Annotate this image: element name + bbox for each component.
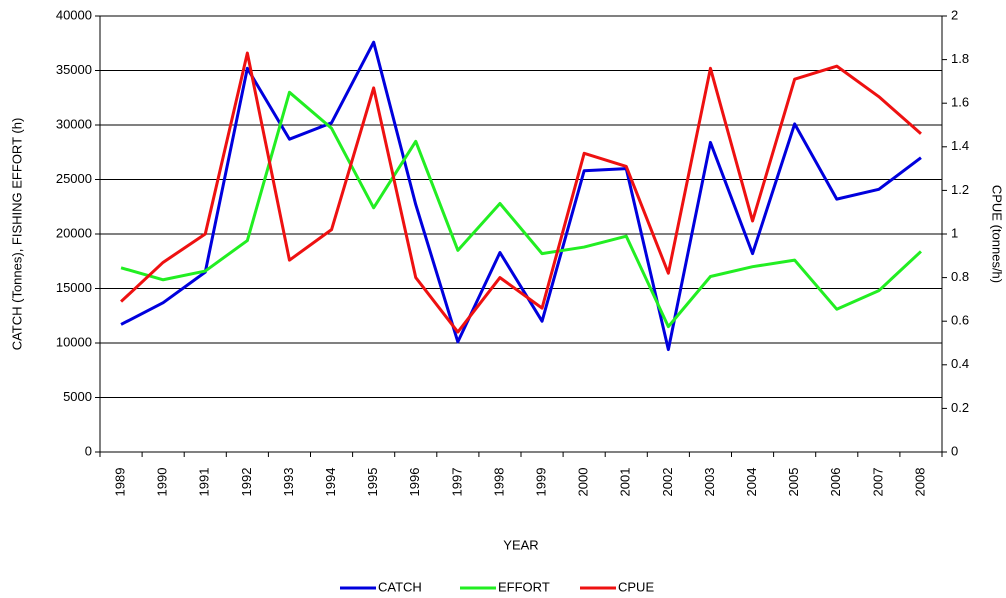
y2-tick-label: 0.6	[951, 313, 969, 328]
x-tick-label: 2001	[618, 468, 633, 497]
y-tick-label: 15000	[56, 280, 92, 295]
x-tick-label: 2000	[576, 468, 591, 497]
y2-tick-label: 0.2	[951, 400, 969, 415]
y2-tick-label: 0.8	[951, 269, 969, 284]
legend-label: EFFORT	[498, 579, 550, 594]
x-tick-label: 2005	[786, 468, 801, 497]
y2-tick-label: 0	[951, 443, 958, 458]
y2-tick-label: 2	[951, 7, 958, 22]
legend-label: CPUE	[618, 579, 654, 594]
x-tick-label: 2007	[870, 468, 885, 497]
y2-tick-label: 1.8	[951, 51, 969, 66]
x-tick-label: 1994	[323, 468, 338, 497]
y-tick-label: 20000	[56, 225, 92, 240]
y-tick-label: 0	[85, 443, 92, 458]
x-tick-label: 1995	[365, 468, 380, 497]
x-tick-label: 1989	[112, 468, 127, 497]
x-tick-label: 1992	[239, 468, 254, 497]
y2-axis-label: CPUE (tonnes/h)	[990, 185, 1005, 283]
y2-tick-label: 1.2	[951, 182, 969, 197]
y2-tick-label: 0.4	[951, 356, 969, 371]
y2-tick-label: 1.4	[951, 138, 969, 153]
x-tick-label: 1991	[197, 468, 212, 497]
y-tick-label: 10000	[56, 334, 92, 349]
series-line	[120, 90, 922, 329]
y-tick-label: 40000	[56, 7, 92, 22]
x-tick-label: 1998	[491, 468, 506, 497]
x-tick-label: 2004	[744, 468, 759, 497]
x-tick-label: 2006	[828, 468, 843, 497]
x-tick-label: 1993	[281, 468, 296, 497]
y-tick-label: 30000	[56, 116, 92, 131]
x-tick-label: 1999	[533, 468, 548, 497]
x-tick-label: 1997	[449, 468, 464, 497]
y-axis-label: CATCH (Tonnes), FISHING EFFORT (h)	[9, 118, 24, 351]
y2-tick-label: 1	[951, 225, 958, 240]
x-tick-label: 2008	[912, 468, 927, 497]
series-line	[120, 40, 922, 352]
series-line	[120, 51, 922, 334]
y-tick-label: 5000	[63, 389, 92, 404]
y2-tick-label: 1.6	[951, 95, 969, 110]
x-tick-label: 1996	[407, 468, 422, 497]
x-tick-label: 1990	[155, 468, 170, 497]
x-tick-label: 2002	[660, 468, 675, 497]
x-axis-label: YEAR	[503, 537, 538, 552]
x-tick-label: 2003	[702, 468, 717, 497]
legend-label: CATCH	[378, 579, 422, 594]
y-tick-label: 35000	[56, 62, 92, 77]
y-tick-label: 25000	[56, 171, 92, 186]
